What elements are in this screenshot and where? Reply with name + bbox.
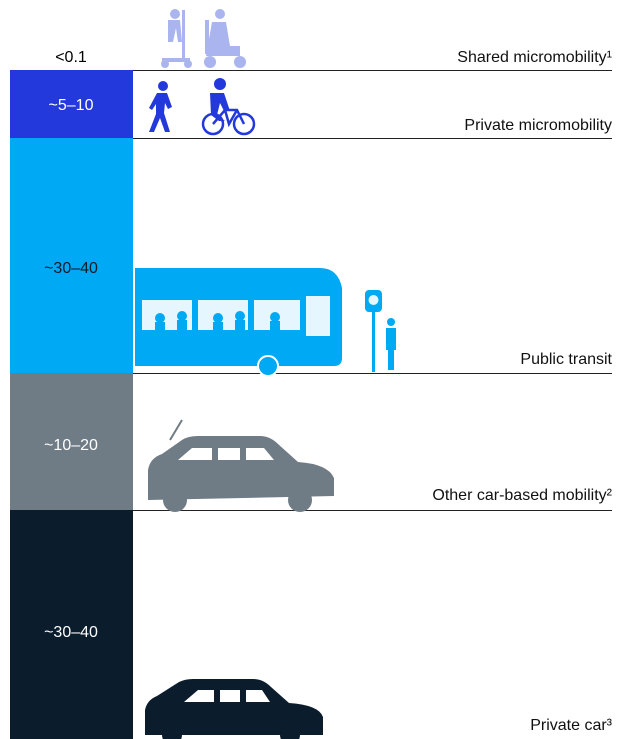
block <box>10 510 133 739</box>
mode-label: Private car³ <box>530 717 612 734</box>
block <box>10 373 133 510</box>
car-icon <box>145 679 323 739</box>
range: <0.1 <box>55 49 87 66</box>
range: ~30–40 <box>44 624 98 641</box>
walk-bike-icons <box>149 78 256 136</box>
block <box>10 138 133 373</box>
mode-label: Private micromobility <box>464 117 612 134</box>
range: ~5–10 <box>49 97 94 114</box>
mode-label: Other car-based mobility² <box>432 487 612 504</box>
range: ~10–20 <box>44 437 98 454</box>
bus-icon <box>135 268 396 377</box>
mode-label: Shared micromobility¹ <box>457 49 612 66</box>
separators <box>133 70 612 511</box>
car-icon <box>148 419 334 512</box>
mode-label: Public transit <box>520 351 612 368</box>
range: ~30–40 <box>44 260 98 277</box>
block <box>10 70 133 138</box>
scooter-icons <box>161 9 246 68</box>
